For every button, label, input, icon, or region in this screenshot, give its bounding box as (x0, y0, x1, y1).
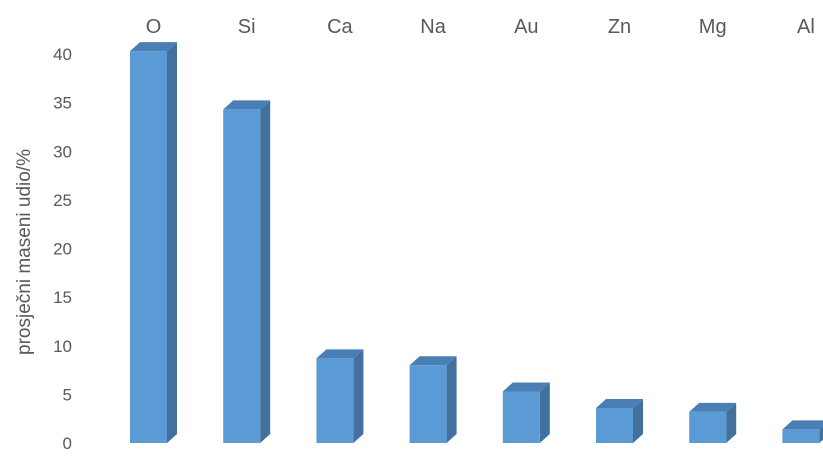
bar-top-mg (689, 402, 737, 412)
y-tick-label-40: 40 (53, 45, 72, 64)
bar-top-zn (596, 398, 643, 408)
y-tick-label-10: 10 (53, 337, 72, 356)
bar-side-na (446, 356, 457, 443)
bar-top-au (502, 382, 550, 392)
bar-top-ca (316, 349, 364, 359)
y-tick-label-15: 15 (53, 288, 72, 307)
bar-si (223, 100, 271, 444)
bar-side-mg (726, 402, 737, 443)
bar-mg (689, 402, 737, 443)
bar-side-si (260, 100, 271, 444)
bar-al (782, 420, 823, 443)
bar-front-au (502, 391, 540, 443)
y-axis-label: prosječni maseni udio/% (14, 149, 35, 355)
bar-au (502, 382, 550, 443)
bar-top-o (130, 42, 177, 52)
bar-front-ca (316, 358, 354, 443)
bar-o (130, 42, 177, 444)
category-label-mg: Mg (699, 16, 727, 38)
category-labels: O Si Ca Na Au Zn Mg Al (146, 16, 815, 38)
bar-side-au (539, 382, 550, 443)
y-tick-label-25: 25 (53, 191, 72, 210)
category-label-si: Si (238, 16, 256, 38)
bar-front-zn (596, 407, 633, 443)
bar-na (409, 356, 457, 443)
bar-top-al (782, 420, 823, 430)
bars (130, 42, 823, 444)
category-label-ca: Ca (327, 16, 353, 38)
bar-front-mg (689, 411, 727, 443)
y-axis-label-group: prosječni maseni udio/% (14, 149, 35, 355)
category-label-au: Au (514, 16, 538, 38)
bar-zn (596, 398, 643, 443)
bar-front-o (130, 51, 167, 444)
bar-ca (316, 349, 364, 443)
category-label-al: Al (797, 16, 815, 38)
bar-front-si (223, 109, 261, 444)
y-tick-label-5: 5 (63, 385, 72, 404)
bar-side-al (819, 426, 823, 443)
y-tick-label-0: 0 (63, 434, 72, 453)
bar-top-si (223, 100, 271, 110)
y-tick-label-30: 30 (53, 142, 72, 161)
bar-side-zn (633, 398, 643, 443)
bar-top-na (409, 356, 457, 366)
y-tick-label-35: 35 (53, 94, 72, 113)
category-label-na: Na (420, 16, 446, 38)
y-tick-label-20: 20 (53, 240, 72, 259)
bar-side-ca (353, 349, 364, 443)
y-axis-ticks: 0 5 10 15 20 25 30 35 40 (53, 45, 72, 453)
category-label-o: O (146, 16, 162, 38)
category-label-zn: Zn (608, 16, 631, 38)
bar-side-o (167, 42, 177, 444)
bar-front-na (409, 365, 447, 443)
bar-front-al (782, 429, 820, 443)
